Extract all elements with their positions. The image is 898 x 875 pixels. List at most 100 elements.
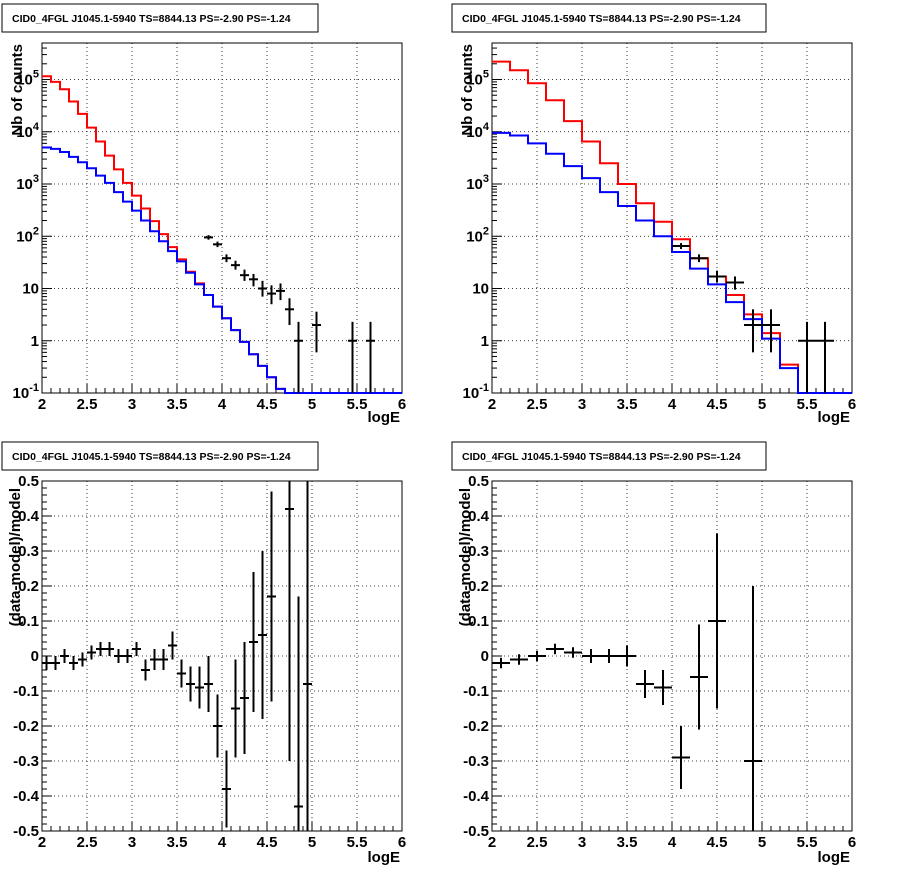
residual-point (78, 652, 87, 667)
y-tick-label: 0.2 (468, 578, 489, 595)
residual-point (690, 624, 708, 730)
residual-point (195, 666, 204, 709)
residual-point (231, 659, 240, 758)
y-tick-label: -0.2 (463, 718, 489, 735)
y-tick-label: 0.3 (468, 543, 489, 560)
residual-point (213, 694, 222, 758)
residual-point (546, 643, 564, 655)
title-box (1, 3, 319, 33)
model-histogram-blue (492, 131, 852, 394)
x-tick-label: 2.5 (77, 396, 98, 413)
residual-point (285, 481, 294, 761)
x-axis-label: logE (818, 849, 851, 866)
panel-bottom-left: CID0_4FGL J1045.1-5940 TS=8844.13 PS=-2.… (1, 441, 406, 866)
residual-point (600, 649, 618, 663)
residual-point (105, 642, 114, 656)
y-tick-label: 10-1 (13, 382, 39, 402)
y-tick-label: -0.3 (463, 753, 489, 770)
residual-point (744, 586, 762, 831)
panel-title: CID0_4FGL J1045.1-5940 TS=8844.13 PS=-2.… (462, 13, 741, 25)
residual-point (303, 481, 312, 831)
residual-point (222, 750, 231, 828)
y-tick-label: 0.4 (18, 508, 40, 525)
x-tick-label: 3.5 (617, 834, 638, 851)
residual-point (294, 596, 303, 831)
residual-point (249, 572, 258, 712)
data-point (348, 321, 357, 393)
x-tick-label: 4.5 (257, 396, 278, 413)
x-tick-label: 3 (128, 396, 136, 413)
x-axis-label: logE (818, 409, 851, 426)
y-tick-label: -0.5 (13, 823, 39, 840)
x-tick-label: 3.5 (167, 834, 188, 851)
y-tick-label: 103 (16, 173, 39, 193)
residual-point (150, 649, 159, 670)
residual-point (654, 670, 672, 705)
x-tick-label: 3 (578, 834, 586, 851)
y-axis-label: (data-model)/model (7, 488, 24, 626)
residual-point (123, 649, 132, 663)
y-tick-label: 103 (466, 173, 489, 193)
data-point (744, 309, 762, 353)
residual-point (204, 656, 213, 712)
data-point (672, 243, 690, 250)
data-point (798, 321, 816, 393)
y-tick-label: -0.1 (13, 683, 39, 700)
residual-point (672, 726, 690, 789)
x-tick-label: 4.5 (707, 834, 728, 851)
y-tick-label: 0.3 (18, 543, 39, 560)
panel-title: CID0_4FGL J1045.1-5940 TS=8844.13 PS=-2.… (12, 451, 291, 463)
x-tick-label: 2.5 (527, 396, 548, 413)
residual-point (60, 649, 69, 663)
y-tick-label: 1 (31, 333, 39, 350)
title-box (451, 3, 767, 33)
y-axis-label: Nb of counts (9, 44, 26, 136)
y-tick-label: -0.4 (463, 788, 490, 805)
model-histogram-blue (42, 146, 402, 394)
panel-bottom-right: CID0_4FGL J1045.1-5940 TS=8844.13 PS=-2.… (451, 441, 856, 866)
y-tick-label: -0.4 (13, 788, 40, 805)
residual-point (510, 654, 528, 665)
x-tick-label: 2 (488, 834, 496, 851)
x-tick-label: 5.5 (347, 834, 368, 851)
data-point (726, 276, 744, 290)
residual-point (168, 631, 177, 660)
residual-point (132, 642, 141, 656)
x-tick-label: 2.5 (77, 834, 98, 851)
y-tick-label: 102 (16, 225, 39, 245)
model-histogram-red (492, 60, 852, 394)
residual-point (42, 656, 51, 670)
residual-point (258, 551, 267, 719)
x-tick-label: 6 (398, 396, 406, 413)
data-point (222, 254, 231, 263)
title-box (1, 441, 319, 471)
panel-title: CID0_4FGL J1045.1-5940 TS=8844.13 PS=-2.… (12, 13, 291, 25)
data-point (231, 260, 240, 270)
y-tick-label: 10-1 (463, 382, 489, 402)
data-point (267, 285, 276, 305)
residual-point (582, 649, 600, 663)
residual-point (69, 656, 78, 670)
residual-point (159, 649, 168, 670)
x-tick-label: 2 (488, 396, 496, 413)
x-tick-label: 5 (308, 834, 316, 851)
title-box (451, 441, 767, 471)
y-axis-label: (data-model)/model (457, 488, 474, 626)
x-tick-label: 4 (218, 396, 227, 413)
y-tick-label: -0.5 (463, 823, 489, 840)
data-point (366, 321, 375, 393)
y-tick-label: 102 (466, 225, 489, 245)
data-point (285, 298, 294, 326)
x-tick-label: 3.5 (617, 396, 638, 413)
x-tick-label: 2 (38, 396, 46, 413)
residual-point (636, 670, 654, 698)
x-tick-label: 6 (848, 834, 856, 851)
y-tick-label: 0.4 (468, 508, 490, 525)
x-tick-label: 5 (308, 396, 316, 413)
y-axis-label: Nb of counts (459, 44, 476, 136)
x-axis-label: logE (368, 849, 401, 866)
residual-point (492, 657, 510, 669)
residual-point (87, 645, 96, 660)
x-tick-label: 3.5 (167, 396, 188, 413)
x-tick-label: 2 (38, 834, 46, 851)
